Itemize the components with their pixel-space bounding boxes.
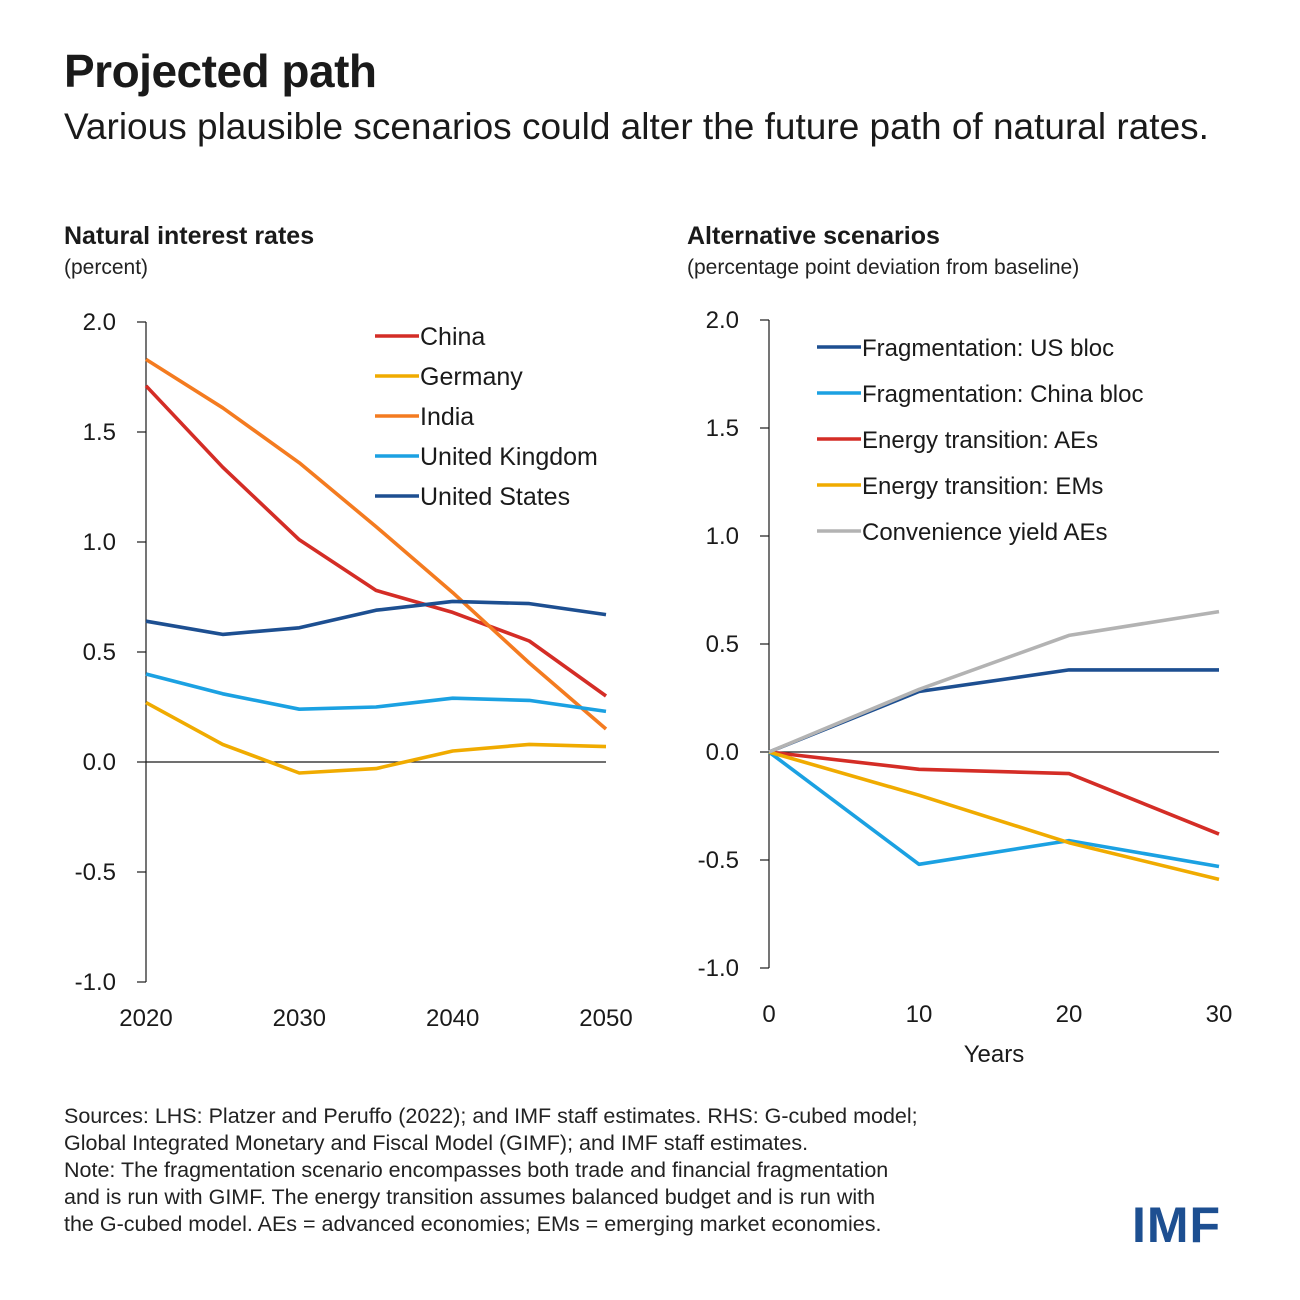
legend-label: United Kingdom	[420, 443, 598, 471]
notes-line: Sources: LHS: Platzer and Peruffo (2022)…	[64, 1104, 918, 1128]
y-tick-label: -0.5	[698, 847, 739, 874]
y-tick-label: 2.0	[83, 309, 116, 336]
series-line-india	[145, 357, 608, 731]
series-line-fragmentation-us-bloc	[768, 668, 1219, 754]
y-tick-label: 0.5	[83, 639, 116, 666]
y-tick-label: 1.5	[706, 415, 739, 442]
series-line-fragmentation-china-bloc	[767, 750, 1220, 869]
y-tick-label: -0.5	[75, 859, 116, 886]
y-tick-label: 1.0	[706, 523, 739, 550]
y-tick-label: 0.0	[706, 739, 739, 766]
x-tick-label: 2030	[273, 1005, 326, 1032]
x-tick-label: 2050	[579, 1005, 632, 1032]
x-tick-label: 20	[1056, 1001, 1083, 1028]
legend-label: Fragmentation: US bloc	[862, 335, 1114, 362]
legend-label: Energy transition: AEs	[862, 427, 1098, 454]
left-panel-title: Natural interest rates	[64, 222, 315, 250]
notes-line: the G-cubed model. AEs = advanced econom…	[64, 1212, 882, 1236]
source-notes: Sources: LHS: Platzer and Peruffo (2022)…	[64, 1103, 1124, 1238]
legend-label: Convenience yield AEs	[862, 519, 1107, 546]
right-chart: 2.0 1.5 1.0 0.5 0.0 -0.5 -1.0 0 10 20 30 Years Fragm…	[698, 307, 1233, 1068]
right-panel-unit: (percentage point deviation from baselin…	[687, 256, 1080, 279]
x-tick-label: 30	[1206, 1001, 1233, 1028]
legend-label: China	[420, 323, 485, 351]
series-line-germany	[145, 701, 607, 775]
x-tick-label: 2040	[426, 1005, 479, 1032]
x-tick-label: 10	[906, 1001, 933, 1028]
y-tick-label: -1.0	[698, 955, 739, 982]
series-line-convenience-yield-aes	[768, 609, 1220, 754]
y-tick-label: 2.0	[706, 307, 739, 334]
series-line-china	[144, 384, 608, 698]
y-tick-label: 1.0	[83, 529, 116, 556]
imf-logo: IMF	[1132, 1197, 1222, 1253]
notes-line: Note: The fragmentation scenario encompa…	[64, 1158, 889, 1182]
chart-subtitle: Various plausible scenarios could alter …	[64, 106, 1209, 147]
chart-title: Projected path	[64, 45, 377, 97]
right-panel-title: Alternative scenarios	[687, 222, 940, 250]
x-tick-label: 2020	[119, 1005, 172, 1032]
series-line-united-states	[145, 599, 607, 637]
x-axis-title: Years	[964, 1041, 1025, 1068]
series-line-united-kingdom	[145, 672, 607, 714]
legend-label: India	[420, 403, 474, 431]
notes-line: Global Integrated Monetary and Fiscal Mo…	[64, 1131, 809, 1155]
y-tick-label: -1.0	[75, 969, 116, 996]
series-line-energy-transition-ems	[768, 750, 1220, 882]
y-tick-label: 0.0	[83, 749, 116, 776]
x-tick-label: 0	[762, 1001, 775, 1028]
legend-label: Fragmentation: China bloc	[862, 381, 1143, 408]
y-tick-label: 1.5	[83, 419, 116, 446]
left-panel-unit: (percent)	[64, 256, 149, 279]
y-tick-label: 0.5	[706, 631, 739, 658]
series-line-energy-transition-aes	[768, 750, 1220, 836]
legend-label: United States	[420, 483, 570, 511]
legend-label: Germany	[420, 363, 523, 391]
legend-label: Energy transition: EMs	[862, 473, 1103, 500]
notes-line: and is run with GIMF. The energy transit…	[64, 1185, 876, 1209]
